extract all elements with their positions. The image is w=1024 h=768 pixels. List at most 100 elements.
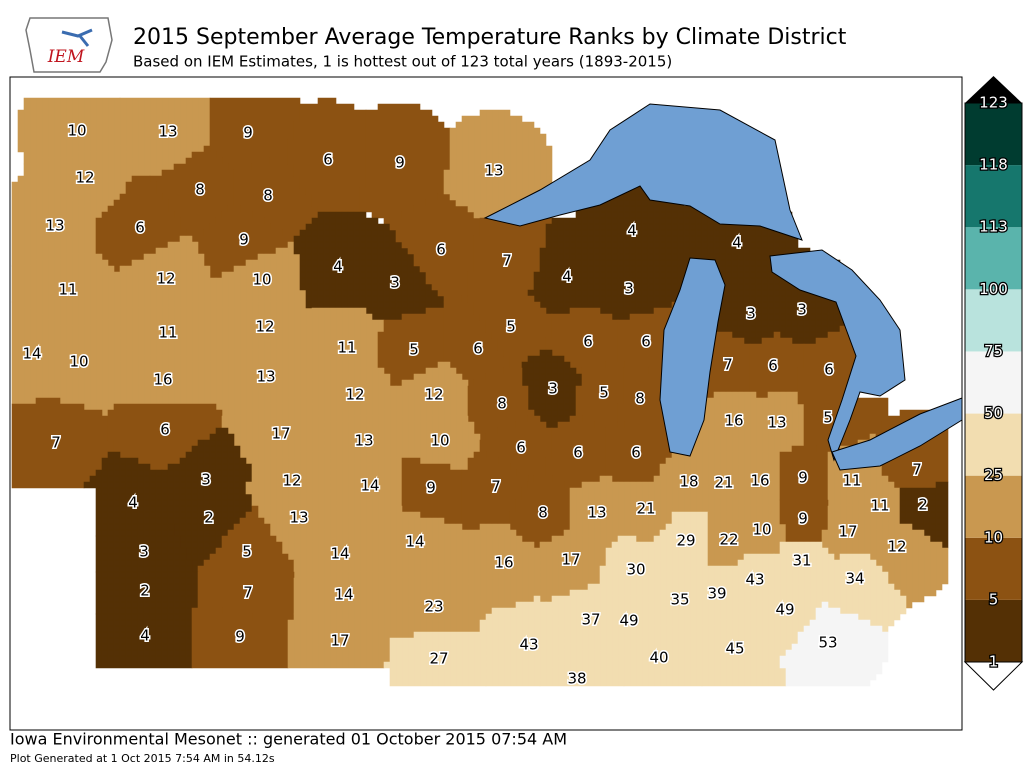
district-rank: 6 <box>573 444 583 462</box>
district <box>293 211 379 309</box>
district-rank: 17 <box>838 523 857 541</box>
district-rank: 3 <box>390 274 400 292</box>
colorbar-tick-label: 100 <box>979 280 1008 298</box>
district-rank: 13 <box>354 432 373 450</box>
district <box>479 595 565 687</box>
lakes <box>483 103 963 471</box>
district-rank: 9 <box>798 469 808 487</box>
district <box>215 301 313 351</box>
district-rank: 6 <box>323 151 333 169</box>
district-rank: 13 <box>158 123 177 141</box>
logo-text: IEM <box>47 47 85 67</box>
district-rank: 17 <box>271 425 290 443</box>
district-rank: 12 <box>345 386 364 404</box>
colorbar-segment <box>965 103 1022 166</box>
district-rank: 21 <box>636 500 655 518</box>
district-rank: 16 <box>750 472 769 490</box>
district-rank: 10 <box>69 353 88 371</box>
district-rank: 16 <box>724 412 743 430</box>
lake-huron <box>769 249 906 462</box>
district-rank: 30 <box>626 561 645 579</box>
title: 2015 September Average Temperature Ranks… <box>133 25 847 50</box>
logo-icon <box>61 28 93 47</box>
colorbar-tick-label: 5 <box>989 590 999 608</box>
district-rank: 12 <box>282 472 301 490</box>
district-rank: 12 <box>75 169 94 187</box>
district-rank: 4 <box>333 258 343 276</box>
district-rank: 8 <box>263 187 273 205</box>
district-rank: 8 <box>635 390 645 408</box>
district-rank: 5 <box>599 384 609 402</box>
footer-generated: Plot Generated at 1 Oct 2015 7:54 AM in … <box>10 752 275 765</box>
district <box>113 235 217 309</box>
colorbar-tick-label: 10 <box>984 528 1003 546</box>
district-rank: 6 <box>436 241 446 259</box>
district-rank: 4 <box>732 234 742 252</box>
district-rank: 11 <box>337 339 356 357</box>
district-rank: 6 <box>641 333 651 351</box>
district <box>617 475 679 543</box>
district <box>545 415 607 489</box>
district-rank: 7 <box>51 434 61 452</box>
district <box>821 505 877 561</box>
district <box>11 253 121 327</box>
district <box>389 193 481 303</box>
map-frame <box>9 76 963 731</box>
colorbar-tick-label: 118 <box>979 156 1008 174</box>
colorbar-segment <box>965 227 1022 290</box>
district <box>377 505 463 585</box>
district-rank: 7 <box>491 478 501 496</box>
district-rank: 5 <box>823 409 833 427</box>
district-rank: 38 <box>567 670 586 688</box>
district-rank: 49 <box>619 612 638 630</box>
district-rank: 12 <box>156 270 175 288</box>
district-rank: 17 <box>330 632 349 650</box>
district-rank: 13 <box>767 414 786 432</box>
district <box>209 97 301 171</box>
district-rank: 49 <box>775 601 794 619</box>
colorbar-tick-label: 50 <box>984 404 1003 422</box>
colorbar-tick-label: 123 <box>979 94 1008 112</box>
colorbar-segment <box>965 289 1022 352</box>
district <box>95 613 193 669</box>
district-rank: 12 <box>424 386 443 404</box>
district-rank: 27 <box>429 650 448 668</box>
district-rank: 6 <box>516 439 526 457</box>
colorbar-tick-label: 113 <box>979 218 1008 236</box>
district-rank: 23 <box>424 598 443 616</box>
district-rank: 9 <box>239 231 249 249</box>
district-rank: 14 <box>405 533 424 551</box>
district-rank: 11 <box>842 472 861 490</box>
district <box>401 415 481 471</box>
district-rank: 11 <box>870 497 889 515</box>
district <box>287 613 391 669</box>
colorbar-segment <box>965 537 1022 600</box>
district <box>83 451 175 537</box>
district-rank: 8 <box>538 504 548 522</box>
district-rank: 13 <box>289 509 308 527</box>
district-rank: 9 <box>235 628 245 646</box>
district <box>221 397 325 465</box>
district-rank: 2 <box>918 496 928 514</box>
district-rank: 43 <box>519 636 538 654</box>
colorbar-tick-label: 75 <box>984 342 1003 360</box>
district <box>11 397 115 489</box>
subtitle: Based on IEM Estimates, 1 is hottest out… <box>133 53 672 71</box>
district-rank: 18 <box>679 473 698 491</box>
district-rank: 4 <box>128 494 138 512</box>
colorbar-top-arrow <box>965 76 1022 103</box>
district-rank: 6 <box>583 333 593 351</box>
district-rank: 29 <box>676 532 695 550</box>
district-rank: 43 <box>745 571 764 589</box>
district-rank: 6 <box>135 219 145 237</box>
district-rank: 10 <box>430 432 449 450</box>
district <box>659 433 709 513</box>
district <box>539 643 625 687</box>
district-rank: 9 <box>243 124 253 142</box>
district <box>575 361 625 429</box>
district <box>245 451 331 507</box>
district-rank: 40 <box>649 649 668 667</box>
district-rank: 3 <box>201 471 211 489</box>
district-rank: 34 <box>845 570 864 588</box>
